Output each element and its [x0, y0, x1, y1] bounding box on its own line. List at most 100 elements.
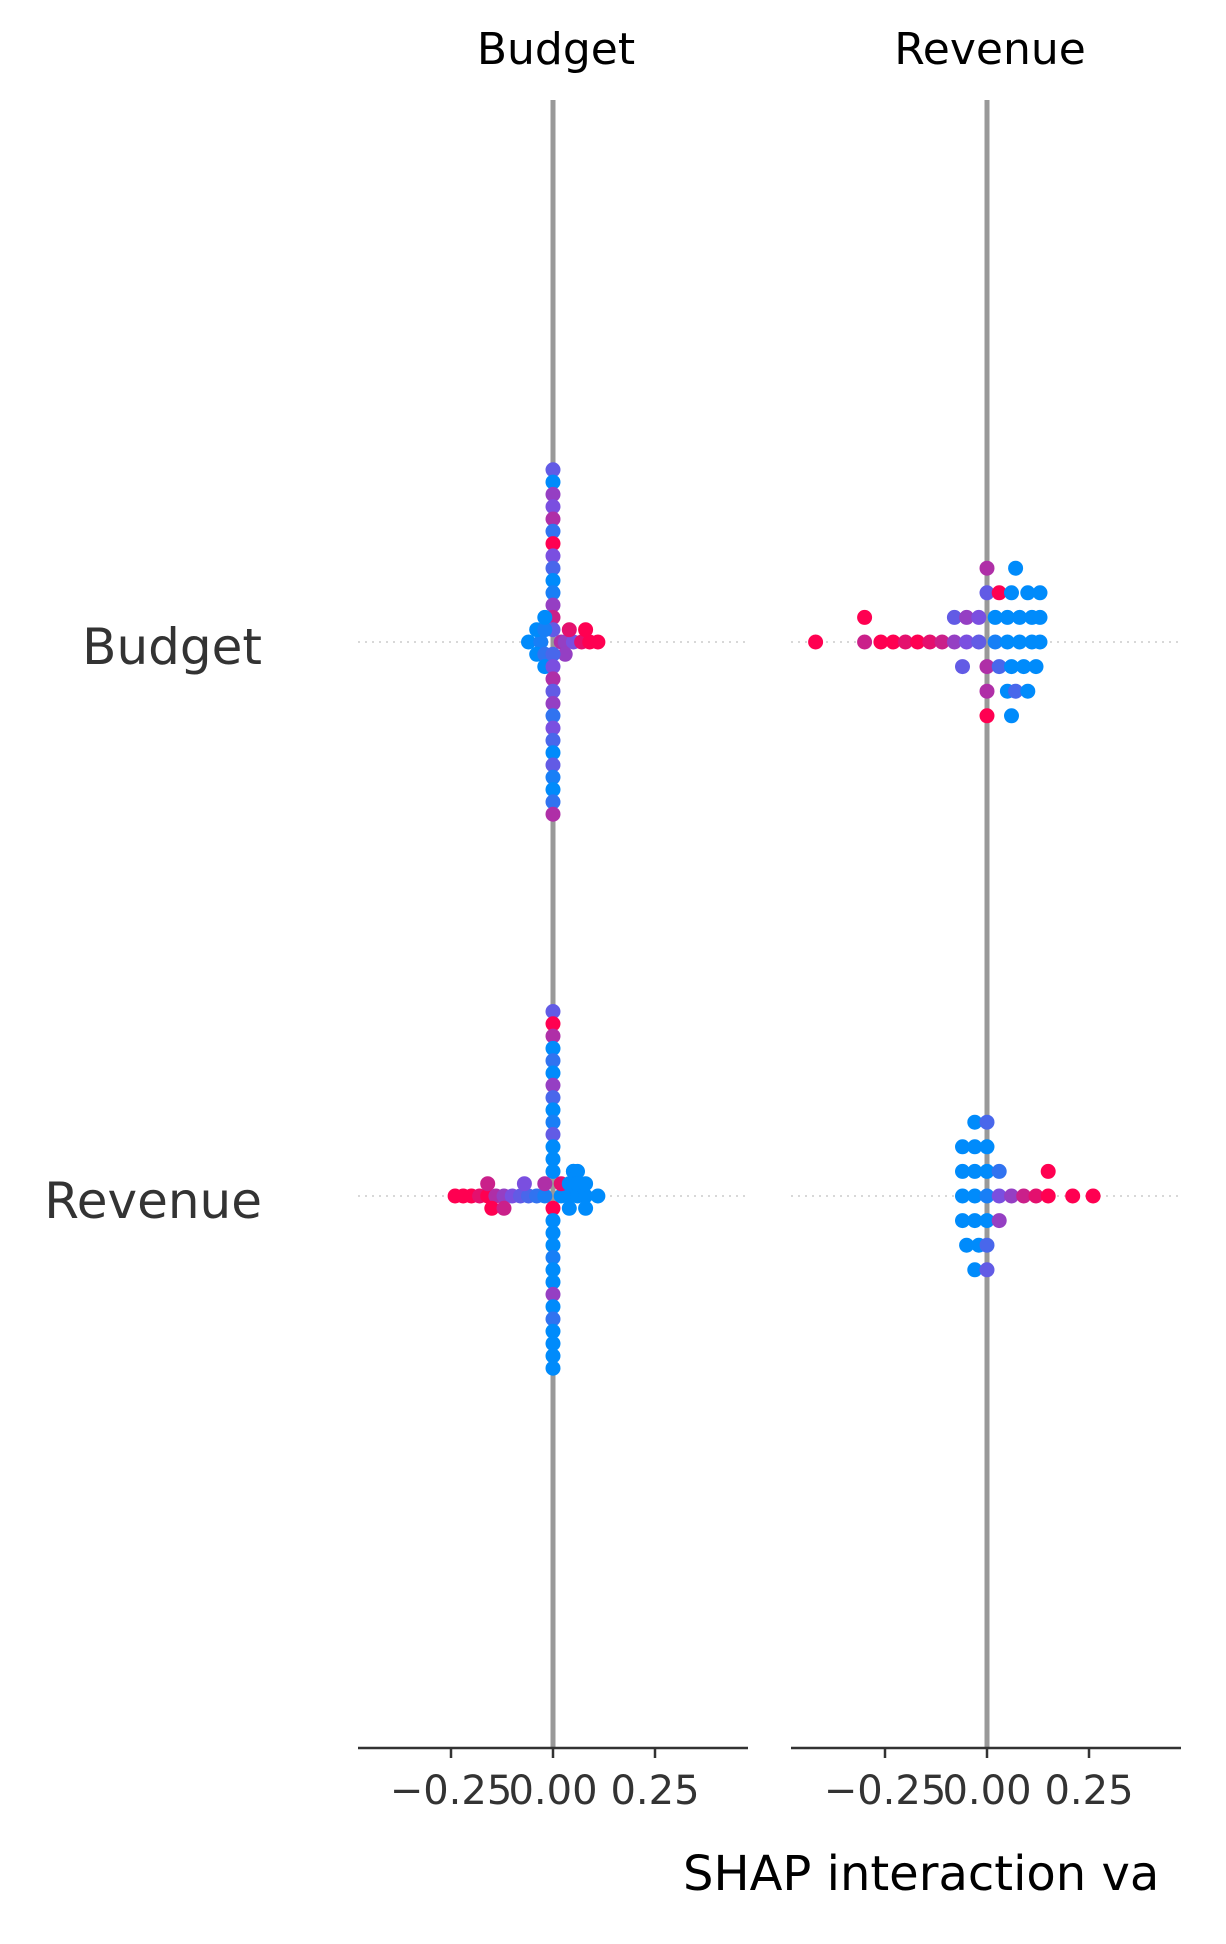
data-point: [545, 1127, 561, 1142]
data-point: [979, 683, 995, 699]
data-point: [979, 659, 995, 675]
row-label-revenue: Revenue: [44, 1172, 262, 1230]
data-point: [545, 708, 561, 724]
data-point: [922, 634, 938, 650]
data-point: [545, 511, 561, 527]
labels-layer: Budget Revenue Budget Revenue SHAP inter…: [44, 24, 1159, 1902]
x-tick-label: −0.25: [824, 1768, 947, 1814]
data-point: [1016, 1188, 1032, 1204]
data-point: [545, 1065, 561, 1081]
data-point: [1016, 659, 1032, 675]
data-point: [979, 708, 995, 724]
data-point: [946, 609, 962, 625]
data-point: [885, 634, 901, 650]
data-point: [979, 1213, 995, 1229]
data-point: [545, 1299, 561, 1315]
grid-layer: [358, 641, 1181, 1197]
data-point: [545, 646, 561, 662]
data-point: [946, 634, 962, 650]
data-point: [533, 634, 549, 650]
data-point: [1040, 1163, 1056, 1179]
data-point: [545, 1274, 561, 1290]
data-point: [987, 609, 1003, 625]
data-point: [537, 622, 553, 638]
data-point: [1032, 609, 1048, 625]
data-point: [590, 1188, 606, 1204]
data-point: [910, 634, 926, 650]
data-point: [521, 634, 536, 650]
data-point: [545, 659, 561, 675]
data-point: [1028, 659, 1044, 675]
data-point: [1032, 585, 1048, 601]
data-point: [991, 1163, 1007, 1179]
data-point: [545, 597, 561, 613]
data-point: [545, 560, 561, 576]
data-point: [991, 1213, 1007, 1229]
column-title-revenue: Revenue: [894, 24, 1086, 75]
data-point: [1028, 1188, 1044, 1204]
data-point: [955, 1139, 970, 1155]
data-point: [967, 1188, 983, 1204]
data-point: [897, 634, 913, 650]
data-point: [545, 536, 561, 552]
data-point: [480, 1176, 496, 1192]
data-point: [570, 1163, 585, 1179]
data-point: [955, 1188, 970, 1204]
data-point: [1032, 634, 1048, 650]
data-point: [967, 1114, 983, 1130]
data-point: [1008, 683, 1024, 699]
data-point: [590, 634, 606, 650]
data-point: [545, 585, 561, 601]
data-point: [1012, 609, 1028, 625]
data-point: [1040, 1188, 1056, 1204]
x-tick-label: 0.00: [508, 1768, 597, 1814]
data-point: [1012, 634, 1028, 650]
data-point: [1065, 1188, 1081, 1204]
data-point: [545, 1077, 561, 1093]
data-point: [987, 634, 1003, 650]
data-point: [967, 1163, 983, 1179]
data-point: [1004, 708, 1019, 724]
data-point: [561, 1200, 577, 1216]
data-point: [967, 1262, 983, 1278]
data-point: [545, 720, 561, 736]
x-axis-label: SHAP interaction va: [683, 1846, 1159, 1902]
data-point: [979, 585, 995, 601]
data-point: [545, 1040, 561, 1056]
data-point: [545, 1139, 561, 1155]
data-point: [808, 634, 824, 650]
data-point: [545, 732, 561, 748]
data-point: [999, 634, 1015, 650]
data-point: [979, 1262, 995, 1278]
data-point: [1020, 585, 1036, 601]
axes-layer: −0.250.00 0.25 −0.250.00 0.25: [358, 1746, 1181, 1814]
data-point: [545, 1336, 561, 1352]
data-point: [545, 1250, 561, 1265]
data-point: [999, 609, 1015, 625]
data-point: [991, 659, 1007, 675]
data-point: [979, 560, 995, 576]
data-point: [934, 634, 950, 650]
data-point: [545, 523, 561, 539]
data-point: [979, 1163, 995, 1179]
data-point: [545, 474, 561, 490]
x-tick-label: 0.00: [942, 1768, 1031, 1814]
data-point: [545, 745, 561, 761]
data-point: [578, 1188, 594, 1204]
data-point: [545, 769, 561, 785]
data-point: [545, 486, 561, 502]
data-point: [1004, 585, 1019, 601]
data-point: [545, 499, 561, 515]
data-point: [991, 585, 1007, 601]
points-layer: [447, 462, 1101, 1376]
data-point: [1085, 1188, 1101, 1204]
data-point: [959, 634, 975, 650]
data-point: [873, 634, 889, 650]
data-point: [578, 622, 594, 638]
data-point: [545, 573, 561, 588]
data-point: [545, 671, 561, 687]
data-point: [971, 634, 987, 650]
data-point: [557, 646, 573, 662]
data-point: [561, 622, 577, 638]
